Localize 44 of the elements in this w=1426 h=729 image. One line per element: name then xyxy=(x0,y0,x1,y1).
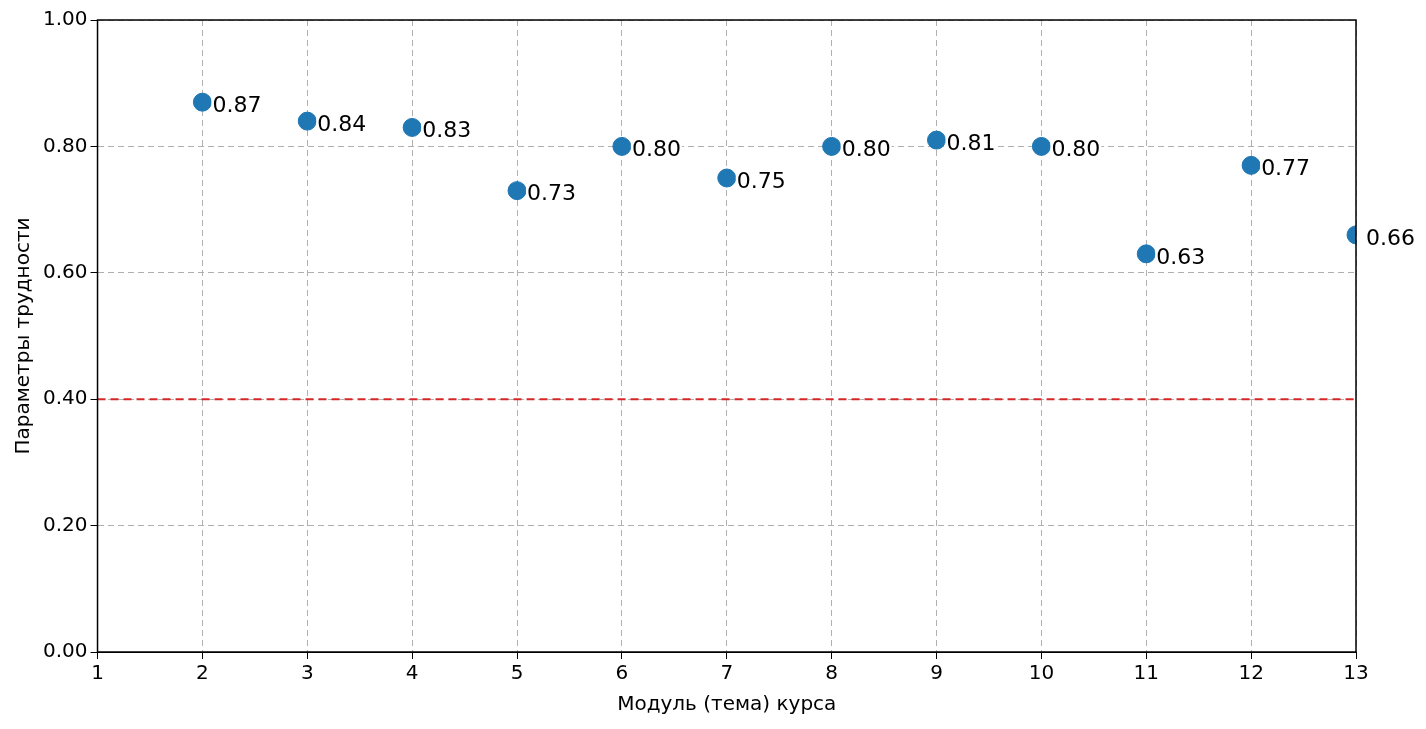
data-label: 0.77 xyxy=(1261,155,1311,181)
point xyxy=(822,136,842,156)
x-tick-label: 10 xyxy=(1028,660,1055,685)
point xyxy=(927,130,947,150)
y-tick-label: 1.00 xyxy=(43,6,88,31)
point xyxy=(507,181,527,201)
data-label: 0.84 xyxy=(317,110,367,136)
data-label: 0.63 xyxy=(1156,243,1206,269)
data-label: 0.81 xyxy=(946,129,996,155)
y-tick-label: 0.60 xyxy=(43,259,88,283)
point xyxy=(1031,136,1051,156)
y-axis-title: Параметры трудности xyxy=(10,217,35,455)
point xyxy=(1136,244,1156,264)
x-tick-label: 3 xyxy=(300,660,314,685)
x-tick-label: 11 xyxy=(1133,660,1159,685)
data-label: 0.87 xyxy=(212,91,262,117)
y-tick-label: 0.20 xyxy=(43,511,88,536)
point xyxy=(1241,155,1261,175)
data-label: 0.66 xyxy=(1366,224,1415,250)
data-label: 0.73 xyxy=(527,180,577,206)
point xyxy=(717,168,737,188)
data-label: 0.80 xyxy=(1051,136,1101,162)
x-tick-label: 7 xyxy=(720,660,734,685)
x-tick-label: 12 xyxy=(1238,660,1264,685)
x-tick-label: 8 xyxy=(825,660,839,685)
data-label: 0.75 xyxy=(736,167,786,193)
data-label: 0.80 xyxy=(631,136,681,162)
x-axis-title: Модуль (тема) курса xyxy=(617,691,837,716)
point xyxy=(402,117,422,137)
x-tick-label: 1 xyxy=(91,660,104,685)
point xyxy=(612,136,632,156)
data-label: 0.83 xyxy=(422,117,472,143)
point xyxy=(297,111,317,131)
x-tick-label: 6 xyxy=(615,660,629,685)
x-tick-label: 13 xyxy=(1343,660,1369,685)
x-tick-label: 4 xyxy=(405,660,419,685)
y-tick-label: 0.00 xyxy=(43,638,88,663)
x-tick-label: 2 xyxy=(196,660,209,685)
x-tick-label: 5 xyxy=(510,660,524,685)
point xyxy=(192,92,212,112)
y-tick-label: 0.80 xyxy=(43,132,88,157)
data-label: 0.80 xyxy=(841,136,891,162)
x-tick-label: 9 xyxy=(930,660,943,685)
y-tick-label: 0.40 xyxy=(43,385,88,410)
